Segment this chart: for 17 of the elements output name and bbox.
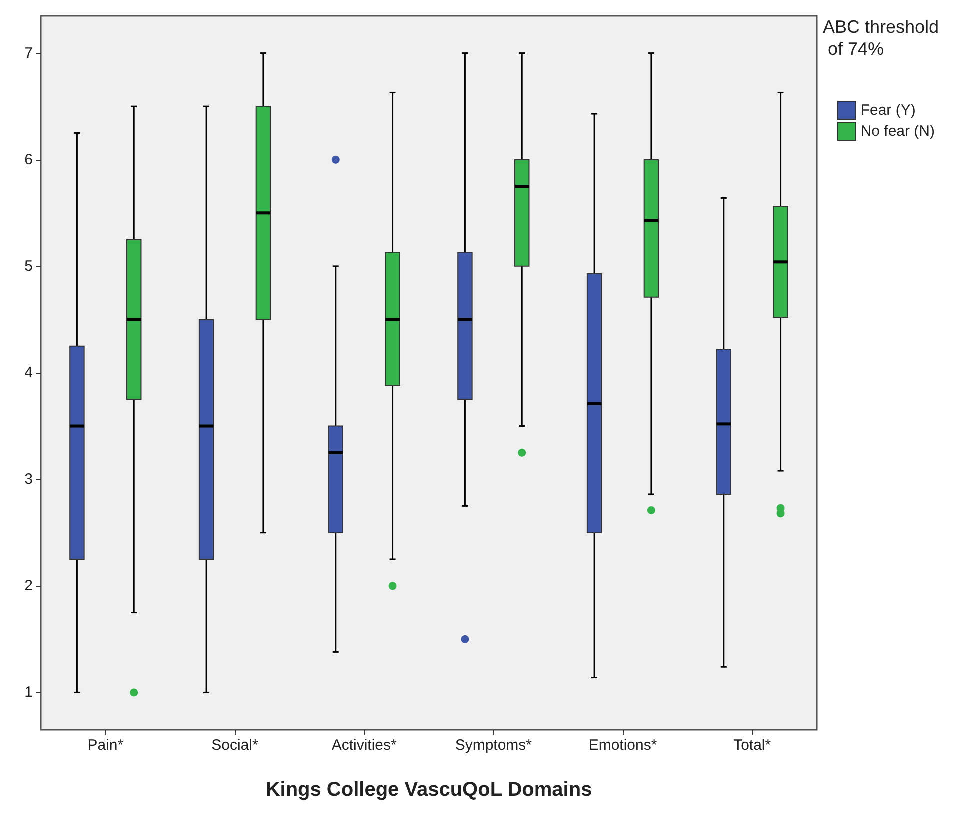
y-tick-label: 4 [24,364,33,382]
y-tick-label: 5 [24,258,33,275]
legend-title: ABC threshold of 74% [823,17,940,59]
x-tick-label: Total* [734,737,772,754]
x-tick-label: Activities* [332,737,397,754]
x-axis-title: Kings College VascuQoL Domains [266,779,592,801]
y-tick-label: 6 [24,151,33,168]
legend-label: No fear (N) [860,123,936,140]
x-tick-label: Symptoms* [455,737,532,754]
x-tick-label: Pain* [88,737,124,754]
y-tick-label: 2 [24,578,33,595]
y-tick-label: 7 [24,44,33,62]
x-tick-label: Emotions* [588,737,658,754]
x-tick-label: Social* [212,737,259,754]
y-tick-label: 1 [24,684,33,702]
y-tick-label: 3 [24,471,33,488]
legend-label: Fear (Y) [860,102,916,119]
